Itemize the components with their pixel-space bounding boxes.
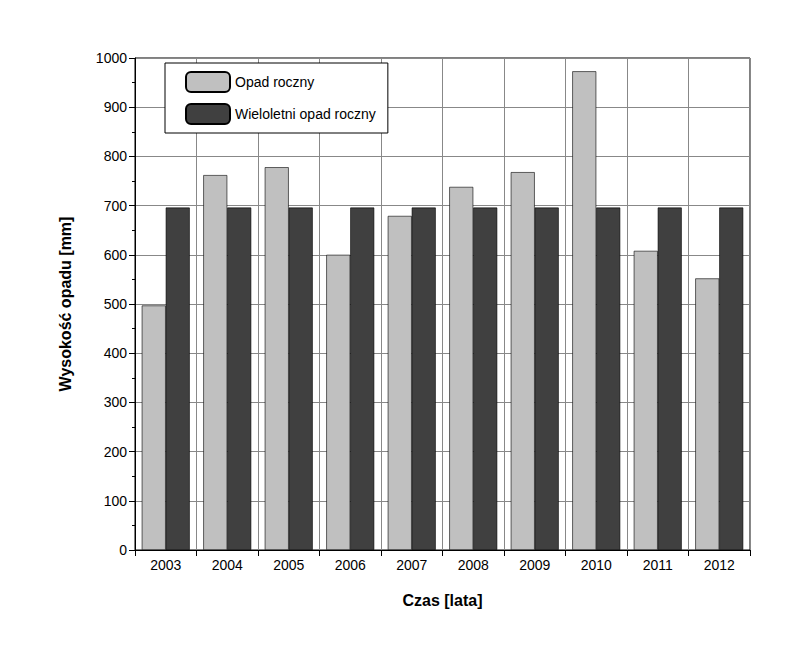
svg-text:500: 500 (104, 296, 128, 312)
svg-text:2005: 2005 (273, 557, 304, 573)
svg-text:Opad roczny: Opad roczny (235, 74, 314, 90)
svg-text:600: 600 (104, 247, 128, 263)
svg-text:2007: 2007 (396, 557, 427, 573)
svg-text:Wysokość opadu [mm]: Wysokość opadu [mm] (57, 217, 74, 392)
svg-text:100: 100 (104, 493, 128, 509)
svg-text:Czas [lata]: Czas [lata] (402, 592, 482, 609)
svg-text:2012: 2012 (704, 557, 735, 573)
svg-text:2011: 2011 (643, 557, 673, 573)
svg-text:800: 800 (104, 148, 128, 164)
svg-text:Wieloletni opad roczny: Wieloletni opad roczny (235, 106, 376, 122)
svg-text:2010: 2010 (581, 557, 612, 573)
svg-text:2009: 2009 (519, 557, 550, 573)
svg-text:2008: 2008 (458, 557, 489, 573)
svg-text:300: 300 (104, 394, 128, 410)
svg-text:2006: 2006 (335, 557, 366, 573)
svg-text:2003: 2003 (150, 557, 181, 573)
svg-text:400: 400 (104, 345, 128, 361)
svg-text:1000: 1000 (96, 50, 127, 66)
svg-text:200: 200 (104, 444, 128, 460)
svg-text:0: 0 (119, 542, 127, 558)
svg-text:700: 700 (104, 198, 128, 214)
svg-text:900: 900 (104, 99, 128, 115)
svg-text:2004: 2004 (212, 557, 243, 573)
